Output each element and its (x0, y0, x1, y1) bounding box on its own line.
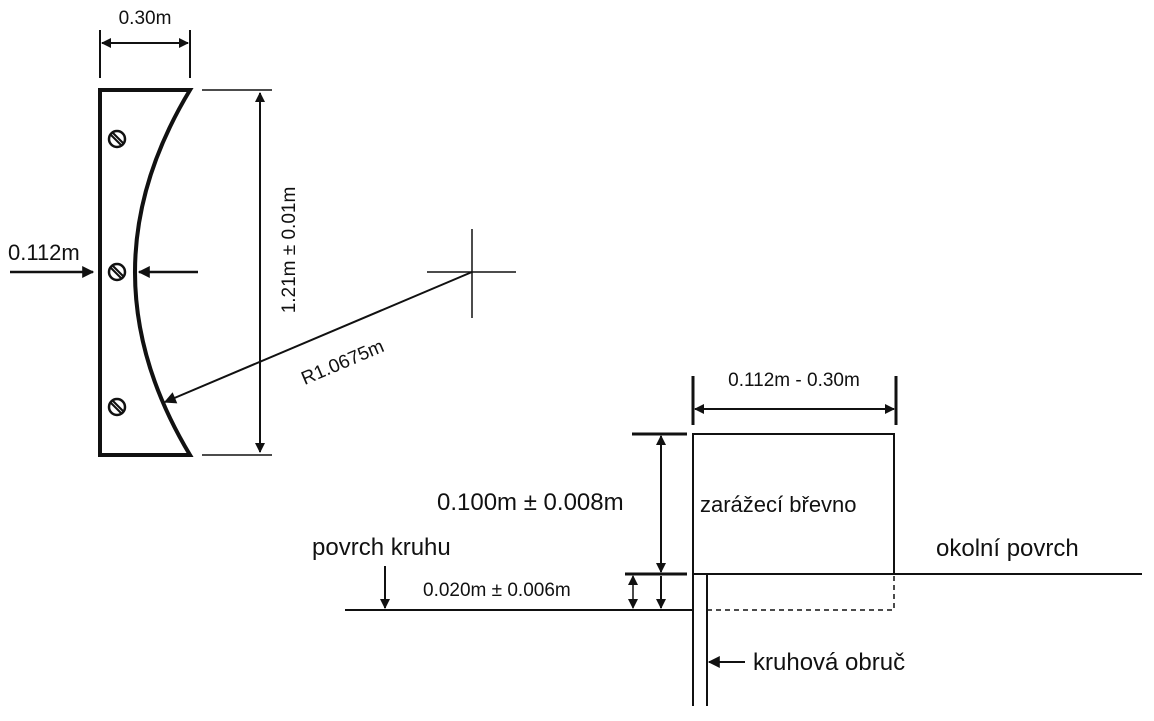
section-view: 0.112m - 0.30m 0.100m ± 0.008m 0.020m ± … (312, 370, 1142, 706)
radius-dimension: R1.0675m (163, 271, 473, 404)
plan-depth-label: 0.112m (8, 240, 80, 265)
plan-width-label: 0.30m (119, 8, 172, 29)
screw-icon (107, 397, 127, 417)
circle-surface-label: povrch kruhu (312, 534, 451, 561)
section-height-dimension: 0.100m ± 0.008m (437, 432, 687, 609)
center-mark (427, 229, 516, 318)
plan-view: 0.30m 0.112m 1.21m ± 0.01m R1.0675m (8, 8, 516, 457)
section-width-dimension: 0.112m - 0.30m (691, 370, 898, 425)
plan-length-label: 1.21m ± 0.01m (279, 187, 300, 314)
surrounding-surface-label: okolní povrch (936, 535, 1079, 562)
length-dimension: 1.21m ± 0.01m (202, 89, 300, 456)
depth-dimension: 0.112m (8, 240, 198, 278)
ring-label: kruhová obruč (753, 649, 905, 676)
width-dimension: 0.30m (99, 8, 191, 78)
board-outline (98, 88, 194, 457)
stop-board-section (692, 433, 895, 574)
section-width-label: 0.112m - 0.30m (728, 370, 860, 391)
section-height-label: 0.100m ± 0.008m (437, 489, 624, 516)
screw-icon (107, 262, 127, 282)
board-label: zarážecí břevno (700, 492, 857, 517)
board-hidden-edge (707, 574, 895, 611)
section-offset-label: 0.020m ± 0.006m (423, 580, 571, 601)
plan-radius-label: R1.0675m (298, 336, 387, 390)
screw-icon (107, 129, 127, 149)
section-offset-dimension: 0.020m ± 0.006m (380, 566, 638, 609)
